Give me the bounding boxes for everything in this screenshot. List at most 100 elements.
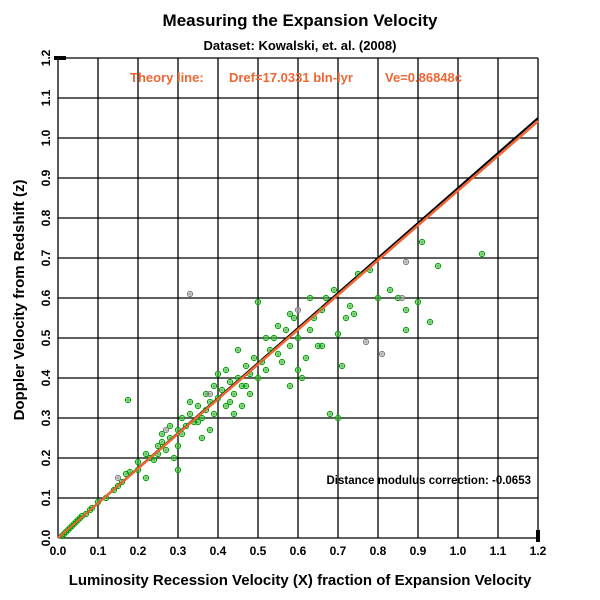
grey-data-point xyxy=(162,426,170,434)
green-data-point xyxy=(334,414,342,422)
green-data-point xyxy=(178,414,186,422)
green-data-point xyxy=(290,314,298,322)
y-axis-label: Doppler Velocity from Redshift (z) xyxy=(11,180,28,421)
green-data-point xyxy=(254,298,262,306)
green-data-point xyxy=(274,322,282,330)
x-tick-label: 0.8 xyxy=(370,544,387,558)
point-cross xyxy=(263,335,269,341)
point-cross xyxy=(231,391,237,397)
green-data-point xyxy=(186,398,194,406)
theory-label: Theory line: xyxy=(130,70,204,85)
y-tick-label: 0.7 xyxy=(39,249,53,266)
green-data-point xyxy=(318,342,326,350)
y-tick-label: 0.0 xyxy=(39,529,53,546)
green-data-point xyxy=(214,370,222,378)
green-data-point xyxy=(210,410,218,418)
grid xyxy=(54,56,540,542)
point-cross xyxy=(159,439,165,445)
green-data-point xyxy=(306,294,314,302)
point-cross xyxy=(435,263,441,269)
green-data-point xyxy=(194,418,202,426)
green-data-point xyxy=(350,310,358,318)
point-cross xyxy=(263,367,269,373)
point-cross xyxy=(219,387,225,393)
green-data-point xyxy=(298,374,306,382)
point-cross xyxy=(243,363,249,369)
point-cross xyxy=(283,327,289,333)
point-cross xyxy=(287,343,293,349)
point-cross xyxy=(211,411,217,417)
point-cross xyxy=(287,383,293,389)
point-cross xyxy=(207,391,213,397)
point-cross xyxy=(187,411,193,417)
point-cross xyxy=(143,475,149,481)
point-cross xyxy=(331,287,337,293)
point-cross xyxy=(211,383,217,389)
point-cross xyxy=(247,391,253,397)
point-cross xyxy=(295,335,301,341)
point-cross xyxy=(125,397,131,403)
point-cross xyxy=(419,239,425,245)
point-cross xyxy=(479,251,485,257)
green-data-point xyxy=(306,326,314,334)
green-data-point xyxy=(250,354,258,362)
point-cross xyxy=(275,323,281,329)
x-axis-label: Luminosity Recession Velocity (X) fracti… xyxy=(69,572,532,589)
point-cross xyxy=(351,311,357,317)
point-cross xyxy=(167,423,173,429)
point-cross xyxy=(375,295,381,301)
green-data-point xyxy=(150,456,158,464)
point-cross xyxy=(151,457,157,463)
point-cross xyxy=(215,371,221,377)
point-cross xyxy=(223,367,229,373)
green-data-point xyxy=(174,466,182,474)
green-data-point xyxy=(198,414,206,422)
green-data-point xyxy=(402,306,410,314)
green-data-point xyxy=(278,358,286,366)
point-cross xyxy=(327,411,333,417)
green-data-point xyxy=(242,382,250,390)
green-data-point xyxy=(186,410,194,418)
point-cross xyxy=(303,355,309,361)
y-tick-label: 0.1 xyxy=(39,489,53,506)
x-tick-label: 0.1 xyxy=(90,544,107,558)
green-data-point xyxy=(282,326,290,334)
point-cross xyxy=(355,271,361,277)
point-cross xyxy=(379,351,385,357)
green-data-point xyxy=(230,410,238,418)
green-data-point xyxy=(226,398,234,406)
point-cross xyxy=(115,475,121,481)
green-data-point xyxy=(322,294,330,302)
point-cross xyxy=(127,469,133,475)
y-tick-label: 0.9 xyxy=(39,169,53,186)
point-cross xyxy=(199,415,205,421)
point-cross xyxy=(295,307,301,313)
green-data-point xyxy=(414,298,422,306)
green-data-point xyxy=(242,362,250,370)
x-tick-label: 0.0 xyxy=(50,544,67,558)
green-data-point xyxy=(402,326,410,334)
y-tick-label: 0.3 xyxy=(39,409,53,426)
green-data-point xyxy=(162,446,170,454)
point-cross xyxy=(171,455,177,461)
grey-data-point xyxy=(206,390,214,398)
green-data-point xyxy=(166,422,174,430)
grey-data-point xyxy=(294,306,302,314)
y-tick-label: 0.5 xyxy=(39,329,53,346)
y-tick-label: 0.4 xyxy=(39,369,53,386)
green-data-point xyxy=(426,318,434,326)
y-tick-label: 0.2 xyxy=(39,449,53,466)
green-data-point xyxy=(338,362,346,370)
green-data-point xyxy=(286,382,294,390)
point-cross xyxy=(291,315,297,321)
data-points xyxy=(57,120,539,540)
point-cross xyxy=(187,399,193,405)
point-cross xyxy=(347,303,353,309)
point-cross xyxy=(223,403,229,409)
green-data-point xyxy=(154,442,162,450)
point-cross xyxy=(163,427,169,433)
point-cross xyxy=(271,335,277,341)
point-cross xyxy=(175,443,181,449)
green-data-point xyxy=(230,390,238,398)
green-data-point xyxy=(386,286,394,294)
